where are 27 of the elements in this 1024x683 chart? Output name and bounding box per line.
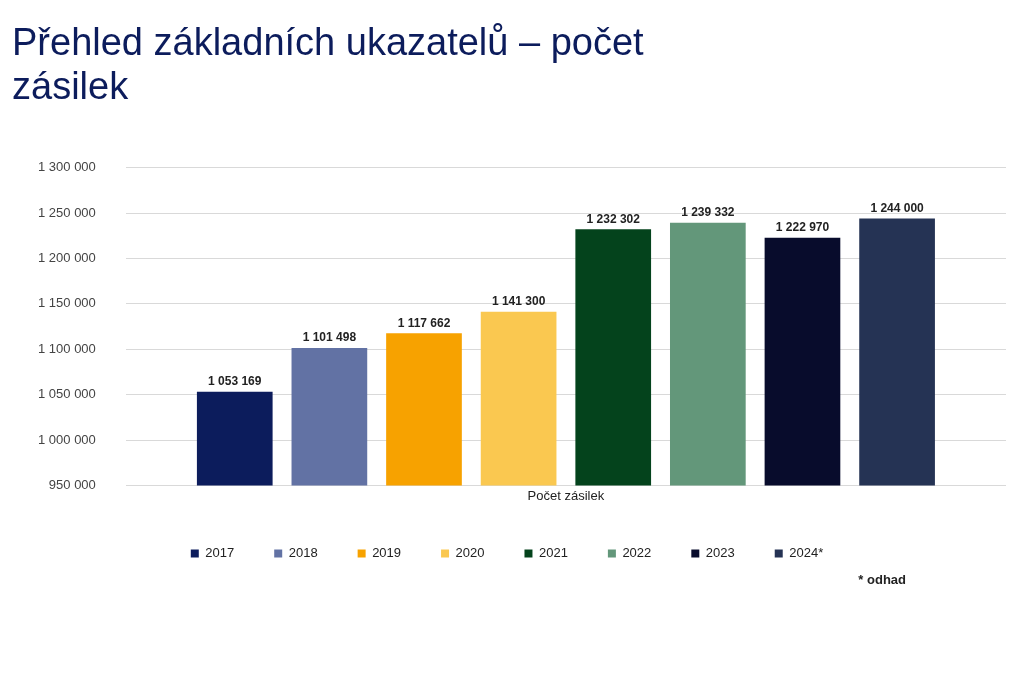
legend-label: 2017: [205, 545, 235, 561]
y-tick-label: 1 200 000: [37, 250, 96, 266]
x-tick-label: Počet zásilek: [527, 487, 605, 503]
chart-title: Přehled základních ukazatelů – počet zásilek: [12, 20, 645, 109]
legend-label: 2020: [455, 545, 485, 561]
data-label: 1 244 000: [870, 200, 925, 215]
legend-label: 2023: [705, 545, 735, 561]
y-tick-label: 950 000: [48, 476, 96, 492]
legend-label: 2024*: [789, 545, 824, 561]
legend-label: 2021: [538, 545, 568, 561]
y-tick-label: 1 000 000: [37, 431, 96, 447]
text: * odhad: [857, 572, 907, 587]
data-label: 1 117 662: [397, 315, 451, 330]
data-label: 1 222 970: [775, 220, 830, 235]
data-label: 1 053 169: [208, 374, 262, 389]
legend-label: 2022: [622, 545, 652, 561]
y-tick-label: 1 050 000: [37, 386, 96, 402]
y-tick-label: 1 150 000: [37, 295, 96, 311]
data-label: 1 101 498: [302, 330, 357, 345]
legend-label: 2018: [288, 545, 318, 561]
data-label: 1 232 302: [586, 211, 641, 226]
y-tick-label: 1 300 000: [37, 159, 96, 175]
y-tick-label: 1 100 000: [37, 340, 96, 356]
legend-label: 2019: [372, 545, 402, 561]
data-label: 1 141 300: [491, 294, 546, 309]
data-label: 1 239 332: [681, 205, 735, 220]
y-tick-label: 1 250 000: [37, 204, 96, 220]
